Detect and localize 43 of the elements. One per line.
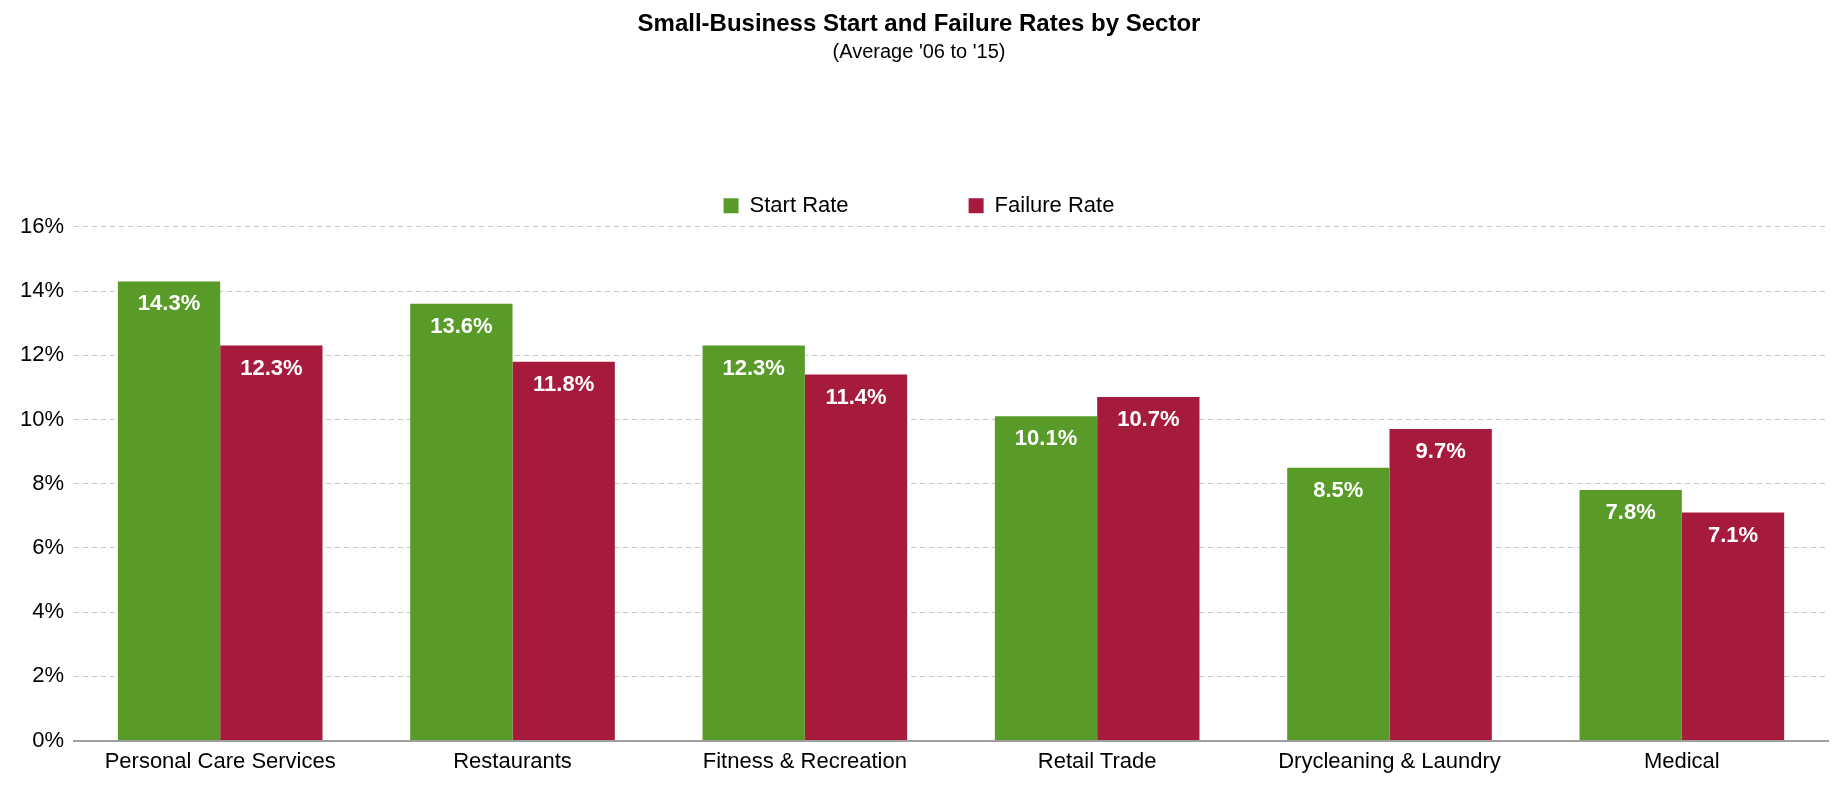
data-label: 12.3% [722, 354, 785, 380]
y-tick-label: 16% [19, 212, 65, 238]
y-tick-label: 8% [32, 469, 65, 495]
bar [1579, 490, 1682, 741]
bar [512, 361, 615, 741]
bar [410, 303, 513, 741]
data-label: 9.7% [1415, 438, 1466, 464]
data-label: 14.3% [137, 290, 201, 316]
data-label: 10.7% [1117, 406, 1180, 432]
data-label: 8.5% [1313, 476, 1364, 502]
x-tick-label: Medical [1643, 747, 1720, 773]
x-tick-label: Personal Care Services [104, 747, 336, 773]
legend-label: Start Rate [749, 191, 849, 217]
data-label: 7.1% [1707, 521, 1759, 547]
bar [220, 345, 323, 741]
bar [804, 374, 908, 741]
y-tick-label: 14% [19, 277, 65, 303]
legend-label: Failure Rate [994, 191, 1115, 217]
x-tick-label: Drycleaning & Laundry [1278, 747, 1501, 773]
bar [1097, 397, 1200, 741]
x-tick-label: Retail Trade [1037, 747, 1157, 773]
x-tick-label: Fitness & Recreation [702, 747, 907, 773]
bar [117, 281, 221, 741]
chart-subtitle: (Average '06 to '15) [832, 40, 1006, 63]
chart-title: Small-Business Start and Failure Rates by Sector [637, 9, 1201, 37]
data-label: 13.6% [430, 312, 493, 338]
y-tick-label: 12% [19, 341, 65, 367]
y-tick-label: 0% [32, 726, 65, 752]
bar [994, 416, 1098, 741]
bar [702, 345, 805, 741]
y-tick-label: 6% [32, 533, 65, 559]
data-label: 11.4% [825, 383, 887, 409]
y-tick-label: 2% [32, 662, 65, 688]
y-tick-label: 4% [32, 598, 65, 624]
bar [1287, 467, 1390, 741]
data-label: 11.8% [533, 370, 595, 396]
bar [1681, 512, 1785, 741]
data-label: 10.1% [1014, 425, 1078, 451]
data-label: 12.3% [240, 354, 303, 380]
data-label: 7.8% [1605, 499, 1656, 525]
x-tick-label: Restaurants [453, 747, 572, 773]
bar [1389, 429, 1492, 741]
y-tick-label: 10% [19, 405, 65, 431]
